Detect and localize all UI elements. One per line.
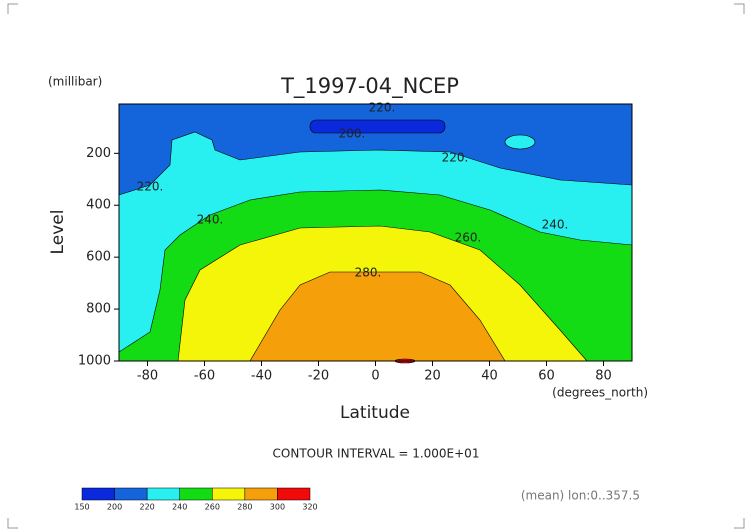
chart-title: T_1997-04_NCEP <box>280 74 459 99</box>
contour-label: 220. <box>369 101 396 115</box>
colorbar-box <box>114 487 148 501</box>
colorbar-label: 300 <box>270 503 285 512</box>
colorbar-label: 200 <box>107 503 122 512</box>
x-tick-label: -60 <box>194 369 215 384</box>
colorbar-label: 320 <box>302 503 317 512</box>
x-tick-label: 0 <box>371 369 379 384</box>
colorbar-label: 220 <box>140 503 155 512</box>
colorbar-box <box>244 487 278 501</box>
contour-band <box>309 119 446 134</box>
x-unit: (degrees_north) <box>552 386 648 400</box>
colorbar-box <box>212 487 246 501</box>
colorbar-label: 260 <box>205 503 220 512</box>
x-axis-label: Latitude <box>340 403 410 423</box>
contour-field <box>118 103 633 364</box>
colorbar-label: 240 <box>172 503 187 512</box>
colorbar-box <box>277 487 311 501</box>
x-tick-label: -80 <box>137 369 158 384</box>
contour-label: 240. <box>197 213 224 227</box>
colorbar-box <box>146 487 180 501</box>
x-tick-label: -40 <box>251 369 272 384</box>
colorbar-box <box>179 487 213 501</box>
x-tick-label: 80 <box>595 369 612 384</box>
contour-label: 200. <box>339 127 366 141</box>
y-tick-label: 1000 <box>78 354 111 369</box>
y-tick-label: 200 <box>86 146 111 161</box>
corner-marks <box>7 3 745 529</box>
contour-label: 260. <box>455 231 482 245</box>
y-axis-label: Level <box>48 210 68 255</box>
contour-interval: CONTOUR INTERVAL = 1.000E+01 <box>273 447 480 461</box>
x-tick-label: 60 <box>538 369 555 384</box>
contour-label: 240. <box>542 218 569 232</box>
y-unit: (millibar) <box>48 75 102 89</box>
averaging-note: (mean) lon:0..357.5 <box>521 489 640 503</box>
y-tick-label: 600 <box>86 250 111 265</box>
colorbar-label: 280 <box>237 503 252 512</box>
x-tick-label: -20 <box>308 369 329 384</box>
x-tick-label: 40 <box>481 369 498 384</box>
y-tick-label: 800 <box>86 302 111 317</box>
contour-band <box>504 134 536 150</box>
contour-label: 220. <box>442 151 469 165</box>
contour-label: 280. <box>355 266 382 280</box>
y-tick-label: 400 <box>86 198 111 213</box>
contour-label: 220. <box>137 180 164 194</box>
contour-band <box>249 271 506 362</box>
colorbar-box <box>81 487 115 501</box>
colorbar-label: 150 <box>74 503 89 512</box>
x-tick-label: 20 <box>424 369 441 384</box>
